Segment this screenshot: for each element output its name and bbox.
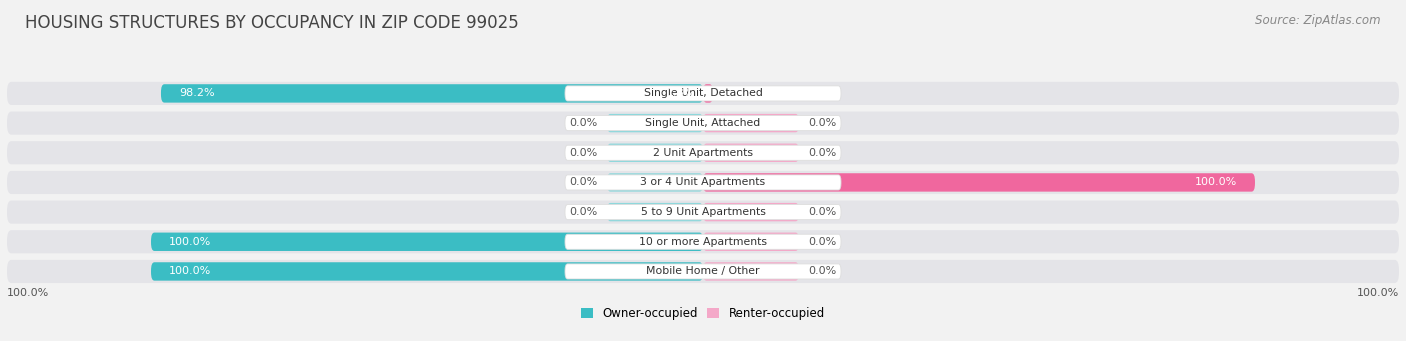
Text: Single Unit, Detached: Single Unit, Detached	[644, 88, 762, 99]
FancyBboxPatch shape	[607, 203, 703, 221]
FancyBboxPatch shape	[7, 82, 1399, 105]
Text: 2 Unit Apartments: 2 Unit Apartments	[652, 148, 754, 158]
Text: Mobile Home / Other: Mobile Home / Other	[647, 266, 759, 277]
Text: 0.0%: 0.0%	[808, 266, 837, 277]
Text: 100.0%: 100.0%	[1195, 177, 1237, 188]
FancyBboxPatch shape	[703, 262, 799, 281]
FancyBboxPatch shape	[7, 201, 1399, 224]
FancyBboxPatch shape	[565, 86, 841, 101]
FancyBboxPatch shape	[160, 84, 703, 103]
Legend: Owner-occupied, Renter-occupied: Owner-occupied, Renter-occupied	[576, 302, 830, 325]
Text: Source: ZipAtlas.com: Source: ZipAtlas.com	[1256, 14, 1381, 27]
Text: 0.0%: 0.0%	[569, 177, 598, 188]
FancyBboxPatch shape	[7, 260, 1399, 283]
FancyBboxPatch shape	[607, 144, 703, 162]
Text: 0.0%: 0.0%	[808, 118, 837, 128]
Text: HOUSING STRUCTURES BY OCCUPANCY IN ZIP CODE 99025: HOUSING STRUCTURES BY OCCUPANCY IN ZIP C…	[25, 14, 519, 32]
FancyBboxPatch shape	[565, 264, 841, 279]
FancyBboxPatch shape	[607, 173, 703, 192]
FancyBboxPatch shape	[7, 171, 1399, 194]
Text: 0.0%: 0.0%	[569, 118, 598, 128]
FancyBboxPatch shape	[7, 141, 1399, 164]
FancyBboxPatch shape	[7, 112, 1399, 135]
Text: 98.2%: 98.2%	[179, 88, 215, 99]
FancyBboxPatch shape	[703, 203, 799, 221]
Text: 0.0%: 0.0%	[808, 207, 837, 217]
FancyBboxPatch shape	[565, 205, 841, 220]
FancyBboxPatch shape	[703, 114, 799, 132]
FancyBboxPatch shape	[7, 230, 1399, 253]
Text: 5 to 9 Unit Apartments: 5 to 9 Unit Apartments	[641, 207, 765, 217]
FancyBboxPatch shape	[703, 173, 1256, 192]
Text: 0.0%: 0.0%	[808, 237, 837, 247]
FancyBboxPatch shape	[565, 234, 841, 249]
FancyBboxPatch shape	[703, 84, 713, 103]
Text: 3 or 4 Unit Apartments: 3 or 4 Unit Apartments	[641, 177, 765, 188]
FancyBboxPatch shape	[703, 233, 799, 251]
Text: Single Unit, Attached: Single Unit, Attached	[645, 118, 761, 128]
Text: 100.0%: 100.0%	[7, 288, 49, 298]
Text: 100.0%: 100.0%	[1357, 288, 1399, 298]
FancyBboxPatch shape	[565, 116, 841, 131]
FancyBboxPatch shape	[607, 114, 703, 132]
FancyBboxPatch shape	[150, 233, 703, 251]
FancyBboxPatch shape	[703, 144, 799, 162]
Text: 0.0%: 0.0%	[569, 148, 598, 158]
Text: 0.0%: 0.0%	[569, 207, 598, 217]
FancyBboxPatch shape	[150, 262, 703, 281]
Text: 10 or more Apartments: 10 or more Apartments	[638, 237, 768, 247]
Text: 100.0%: 100.0%	[169, 266, 211, 277]
Text: 0.0%: 0.0%	[808, 148, 837, 158]
FancyBboxPatch shape	[565, 145, 841, 160]
Text: 100.0%: 100.0%	[169, 237, 211, 247]
Text: 1.8%: 1.8%	[666, 88, 695, 99]
FancyBboxPatch shape	[565, 175, 841, 190]
